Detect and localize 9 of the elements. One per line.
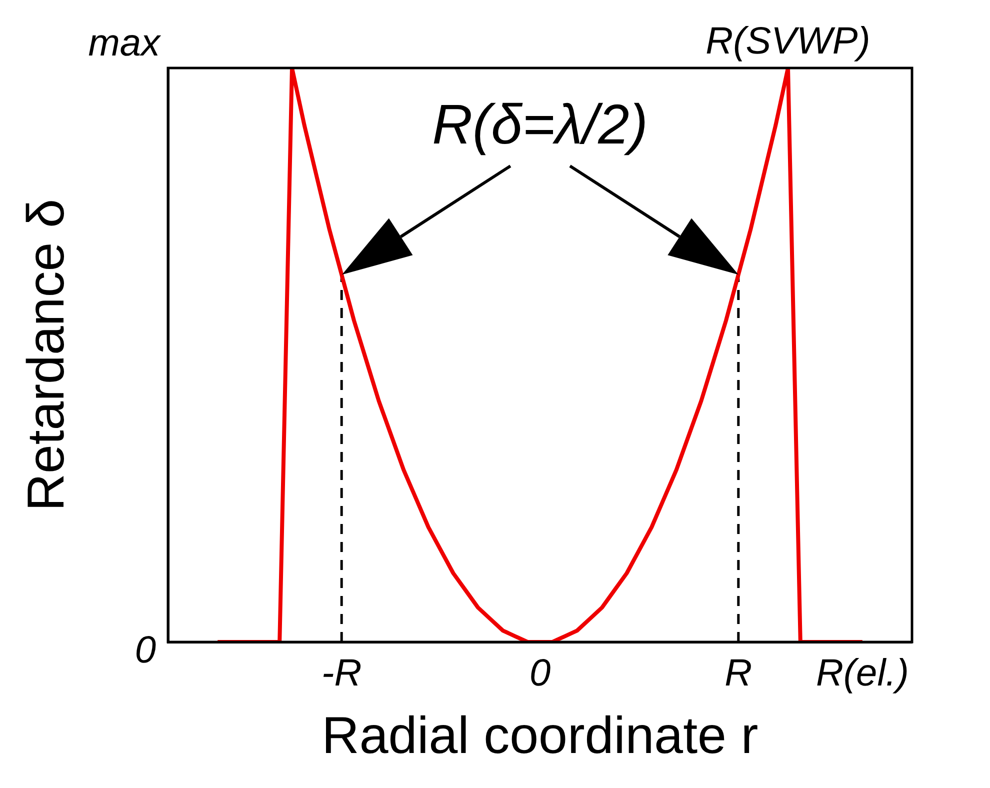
x-tick-label: -R (322, 652, 362, 694)
x-tick-label: R (724, 652, 752, 694)
y-axis-title: Retardance δ (18, 198, 76, 512)
x-axis-title: Radial coordinate r (322, 707, 758, 766)
x-tick-label: 0 (529, 652, 551, 694)
text: R(SVWP) (706, 20, 870, 63)
annotation: R(δ=λ/2) (432, 92, 648, 156)
text: max (88, 22, 162, 65)
x-tick-label: R(el.) (816, 652, 909, 694)
